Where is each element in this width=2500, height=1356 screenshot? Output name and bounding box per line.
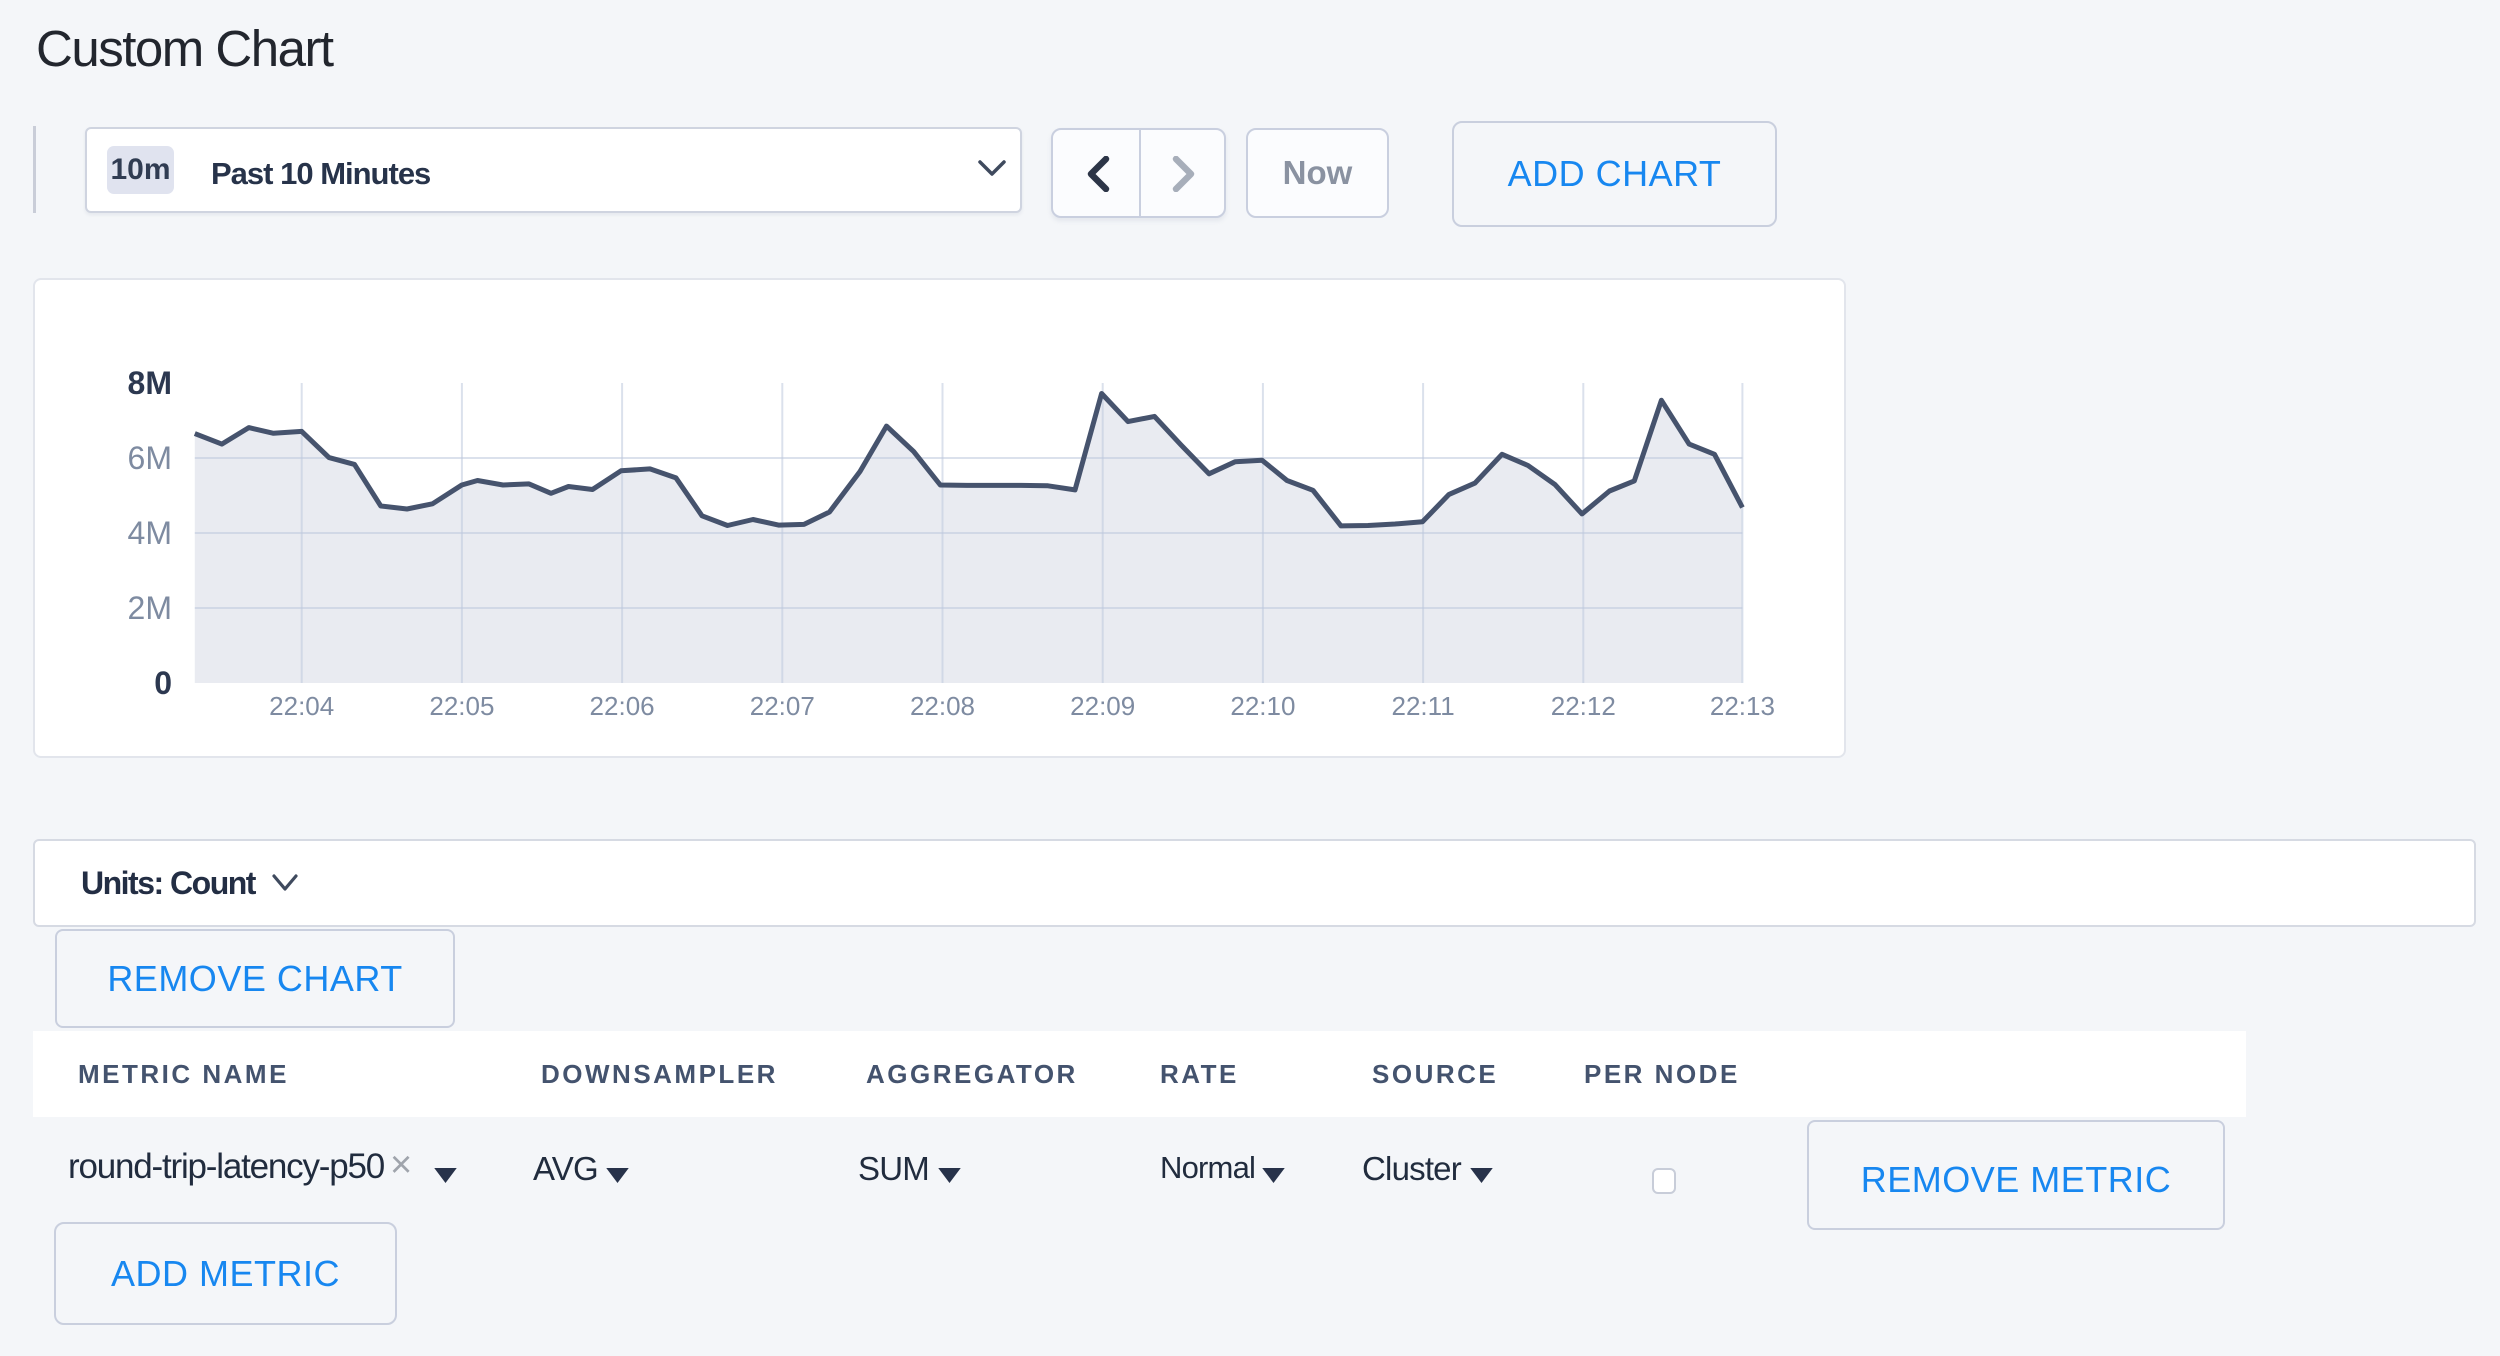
svg-text:22:07: 22:07 bbox=[750, 691, 815, 721]
svg-text:22:09: 22:09 bbox=[1070, 691, 1135, 721]
svg-text:22:08: 22:08 bbox=[910, 691, 975, 721]
svg-text:22:13: 22:13 bbox=[1710, 691, 1775, 721]
svg-text:2M: 2M bbox=[128, 590, 172, 626]
svg-text:22:06: 22:06 bbox=[590, 691, 655, 721]
svg-text:22:04: 22:04 bbox=[269, 691, 334, 721]
svg-text:4M: 4M bbox=[128, 515, 172, 551]
svg-text:6M: 6M bbox=[128, 440, 172, 476]
svg-text:0: 0 bbox=[154, 665, 172, 701]
svg-text:22:10: 22:10 bbox=[1230, 691, 1295, 721]
svg-text:22:12: 22:12 bbox=[1551, 691, 1616, 721]
svg-text:22:11: 22:11 bbox=[1392, 691, 1455, 721]
svg-text:8M: 8M bbox=[128, 365, 172, 401]
svg-text:22:05: 22:05 bbox=[429, 691, 494, 721]
